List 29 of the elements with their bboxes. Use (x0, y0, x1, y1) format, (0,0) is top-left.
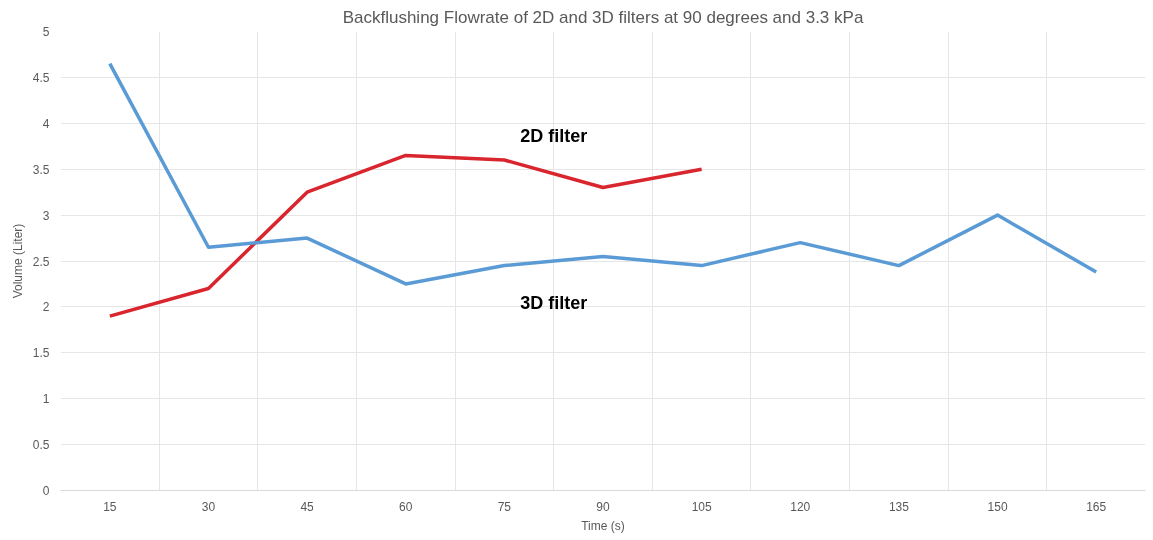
y-tick-label: 3 (42, 208, 50, 223)
x-tick-label: 45 (300, 499, 315, 514)
x-tick-label: 75 (497, 499, 512, 514)
x-tick-label: 60 (399, 499, 413, 514)
y-tick-label: 3.5 (32, 162, 50, 177)
x-tick-label: 165 (1086, 499, 1107, 514)
x-tick-label: 30 (201, 499, 216, 514)
y-tick-label: 4 (42, 116, 50, 131)
y-tick-label: 1.5 (32, 346, 50, 361)
x-axis-title: Time (s) (581, 518, 625, 533)
line-series (108, 61, 1098, 286)
y-tick-label: 2.5 (32, 254, 50, 269)
y-tick-label: 2 (42, 300, 50, 315)
x-tick-label: 120 (790, 499, 811, 514)
line-series (108, 153, 704, 318)
x-tick-label: 150 (987, 499, 1008, 514)
y-tick-label: 5 (42, 25, 50, 39)
y-tick-label: 0.5 (32, 438, 50, 453)
x-tick-label: 135 (888, 499, 910, 514)
y-tick-label: 1 (42, 392, 50, 407)
y-tick-label: 4.5 (32, 70, 50, 85)
series-label: 3D filter (520, 293, 588, 314)
x-tick-label: 105 (691, 499, 712, 514)
y-tick-label: 0 (42, 484, 50, 498)
series-label: 2D filter (520, 126, 588, 147)
x-tick-label: 15 (103, 499, 117, 514)
y-axis-title: Volume (Liter) (10, 223, 25, 299)
x-tick-label: 90 (596, 499, 610, 514)
chart-title: Backflushing Flowrate of 2D and 3D filters at 90 degrees and 3.3 kPa (342, 7, 864, 27)
